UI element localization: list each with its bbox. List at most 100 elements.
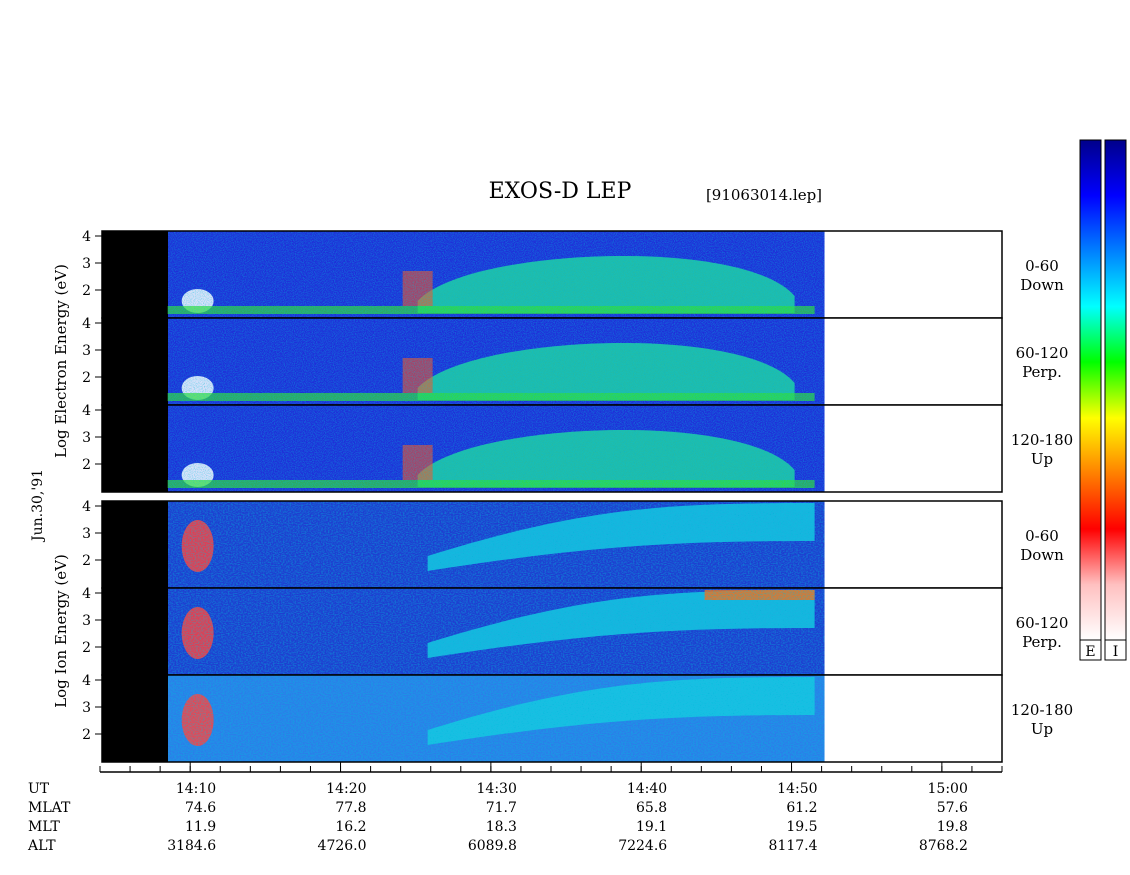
ephem-value: 8117.4 [769, 838, 818, 854]
direction-label: Up [1031, 720, 1053, 738]
direction-label: Perp. [1022, 363, 1062, 381]
y-tick-label: 3 [82, 526, 91, 542]
y-tick-label: 3 [82, 700, 91, 716]
no-data-area [824, 405, 1002, 492]
file-label: [91063014.lep] [706, 186, 822, 204]
colorbar-label-0: E [1085, 644, 1095, 660]
direction-label: Down [1020, 546, 1064, 564]
y-tick-label: 4 [82, 229, 91, 245]
time-axis [99, 762, 1003, 773]
direction-label: Perp. [1022, 633, 1062, 651]
y-tick-label: 4 [82, 316, 91, 332]
y-tick-label: 3 [82, 430, 91, 446]
angle-label: 60-120 [1016, 344, 1069, 362]
y-tick-label: 2 [82, 457, 91, 473]
y-tick-label: 2 [82, 553, 91, 569]
ephem-value: 77.8 [335, 800, 366, 816]
ion-ylabel: Log Ion Energy (eV) [52, 554, 70, 708]
noise-texture [168, 501, 825, 588]
y-tick-label: 2 [82, 283, 91, 299]
ephem-value: 71.7 [486, 800, 517, 816]
no-data-strip [102, 405, 168, 492]
ephem-value: 16.2 [335, 819, 366, 835]
ephem-value: 61.2 [786, 800, 817, 816]
chart-title: EXOS-D LEP [489, 179, 632, 204]
ephem-value: 8768.2 [919, 838, 968, 854]
no-data-area [824, 318, 1002, 405]
no-data-strip [102, 318, 168, 405]
colorbar-1 [1105, 140, 1126, 640]
no-data-strip [102, 588, 168, 675]
ephem-value: 65.8 [636, 800, 667, 816]
ephem-value: 14:50 [777, 781, 817, 797]
ephem-value: 3184.6 [167, 838, 216, 854]
ephem-row-label: MLAT [28, 800, 71, 816]
ephem-row-label: MLT [28, 819, 60, 835]
ephem-value: 74.6 [185, 800, 216, 816]
panel-frame [101, 674, 1003, 763]
colorbar-frame-1 [1104, 139, 1127, 661]
noise-texture [168, 318, 825, 405]
y-tick-label: 3 [82, 256, 91, 272]
no-data-strip [102, 231, 168, 318]
ephem-value: 19.1 [636, 819, 667, 835]
ephem-value: 19.8 [937, 819, 968, 835]
ephem-value: 11.9 [185, 819, 216, 835]
colorbar-0 [1080, 140, 1101, 640]
no-data-area [824, 588, 1002, 675]
ephem-value: 14:10 [176, 781, 216, 797]
no-data-area [824, 501, 1002, 588]
y-tick-label: 2 [82, 370, 91, 386]
angle-label: 0-60 [1025, 527, 1059, 545]
ephem-value: 14:30 [477, 781, 517, 797]
y-tick-label: 4 [82, 403, 91, 419]
y-tick-label: 2 [82, 727, 91, 743]
no-data-strip [102, 675, 168, 762]
ephemeris-table: UT 14:10 14:20 14:30 14:40 14:50 15:00 MLAT 74.6… [27, 781, 968, 854]
angle-label: 0-60 [1025, 257, 1059, 275]
ephem-value: 15:00 [928, 781, 968, 797]
angle-label: 60-120 [1016, 614, 1069, 632]
ephem-value: 14:40 [627, 781, 667, 797]
noise-texture [168, 675, 825, 762]
ephem-value: 14:20 [326, 781, 366, 797]
noise-texture [168, 588, 825, 675]
angle-label: 120-180 [1011, 701, 1073, 719]
y-tick-label: 4 [82, 586, 91, 602]
colorbar-frame-0 [1079, 139, 1102, 661]
noise-texture [168, 231, 825, 318]
ephem-value: 4726.0 [318, 838, 367, 854]
spectrogram-panels: 4320-60Down43260-120Perp.432120-180UpLog… [30, 229, 1073, 763]
no-data-strip [102, 501, 168, 588]
y-tick-label: 3 [82, 343, 91, 359]
y-tick-label: 3 [82, 613, 91, 629]
ephem-value: 7224.6 [618, 838, 667, 854]
ephem-value: 57.6 [937, 800, 968, 816]
y-tick-label: 4 [82, 673, 91, 689]
angle-label: 120-180 [1011, 431, 1073, 449]
panel-frame [101, 404, 1003, 493]
ephem-value: 19.5 [786, 819, 817, 835]
noise-texture [168, 405, 825, 492]
colorbar-label-1: I [1113, 644, 1119, 660]
direction-label: Up [1031, 450, 1053, 468]
no-data-area [824, 231, 1002, 318]
direction-label: Down [1020, 276, 1064, 294]
no-data-area [824, 675, 1002, 762]
y-tick-label: 4 [82, 499, 91, 515]
ephem-value: 6089.8 [468, 838, 517, 854]
date-label: Jun.30,'91 [30, 469, 46, 543]
electron-ylabel: Log Electron Energy (eV) [52, 264, 70, 458]
y-tick-label: 2 [82, 640, 91, 656]
ephem-row-label: ALT [27, 838, 56, 854]
ephem-row-label: UT [28, 781, 50, 797]
ephem-value: 18.3 [486, 819, 517, 835]
